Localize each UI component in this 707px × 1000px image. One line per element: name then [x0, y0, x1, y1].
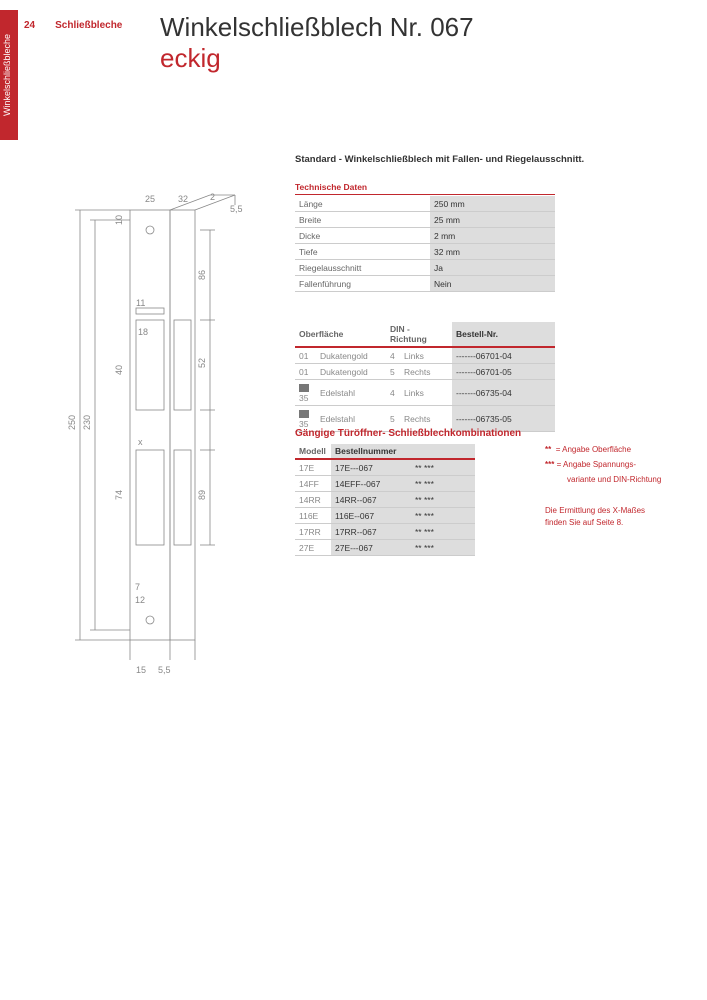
col-bestellnr: Bestell-Nr. [452, 322, 555, 347]
tech-heading: Technische Daten [295, 182, 555, 195]
title-block: Winkelschließblech Nr. 067 eckig [160, 12, 474, 74]
table-row: Tiefe32 mm [295, 244, 555, 260]
svg-text:2: 2 [210, 192, 215, 202]
table-row: Dicke2 mm [295, 228, 555, 244]
table-row: 14FF14EFF--067** *** [295, 476, 475, 492]
table-row: Länge250 mm [295, 196, 555, 212]
page-title: Winkelschließblech Nr. 067 [160, 12, 474, 43]
col-surface: Oberfläche [295, 322, 386, 347]
page-header: 24 Schließbleche [24, 20, 122, 31]
combo-table: Modell Bestellnummer 17E17E---067** ***1… [295, 444, 475, 556]
note: Die Ermittlung des X-Maßes finden Sie au… [545, 505, 645, 529]
description: Standard - Winkelschließblech mit Fallen… [295, 154, 584, 165]
technical-drawing: 250 230 86 52 89 40 74 10 7 12 15 5,5 25… [50, 190, 270, 710]
svg-text:5,5: 5,5 [230, 204, 243, 214]
table-row: 35Edelstahl4Links-------06735-04 [295, 380, 555, 406]
section-label: Schließbleche [55, 20, 122, 31]
table-row: 17E17E---067** *** [295, 459, 475, 476]
side-tab: Winkelschließbleche [0, 10, 18, 140]
table-row: 17RR17RR--067** *** [295, 524, 475, 540]
svg-text:25: 25 [145, 194, 155, 204]
table-row: FallenführungNein [295, 276, 555, 292]
page-number: 24 [24, 20, 35, 31]
svg-text:250: 250 [67, 415, 77, 430]
svg-text:x: x [138, 437, 143, 447]
svg-text:18: 18 [138, 327, 148, 337]
legend: ** = Angabe Oberfläche *** = Angabe Span… [545, 444, 661, 488]
svg-text:89: 89 [197, 490, 207, 500]
svg-text:40: 40 [114, 365, 124, 375]
table-row: 116E116E--067** *** [295, 508, 475, 524]
col-din: DIN - Richtung [386, 322, 452, 347]
table-row: 01Dukatengold5Rechts-------06701-05 [295, 364, 555, 380]
svg-text:10: 10 [114, 215, 124, 225]
svg-text:74: 74 [114, 490, 124, 500]
col-bestellnummer: Bestellnummer [331, 444, 475, 459]
svg-text:230: 230 [82, 415, 92, 430]
svg-text:32: 32 [178, 194, 188, 204]
svg-text:15: 15 [136, 665, 146, 675]
table-row: 14RR14RR--067** *** [295, 492, 475, 508]
tech-data-table: Länge250 mmBreite25 mmDicke2 mmTiefe32 m… [295, 196, 555, 292]
table-row: 27E27E---067** *** [295, 540, 475, 556]
table-row: RiegelausschnittJa [295, 260, 555, 276]
svg-text:11: 11 [136, 298, 145, 308]
svg-text:5,5: 5,5 [158, 665, 171, 675]
table-row: Breite25 mm [295, 212, 555, 228]
combo-heading: Gängige Türöffner- Schließblechkombinati… [295, 428, 521, 439]
col-model: Modell [295, 444, 331, 459]
table-row: 01Dukatengold4Links-------06701-04 [295, 347, 555, 364]
svg-text:12: 12 [135, 595, 145, 605]
page-subtitle: eckig [160, 43, 474, 74]
svg-text:7: 7 [135, 582, 140, 592]
svg-text:86: 86 [197, 270, 207, 280]
order-table: Oberfläche DIN - Richtung Bestell-Nr. 01… [295, 322, 555, 432]
svg-text:52: 52 [197, 358, 207, 368]
